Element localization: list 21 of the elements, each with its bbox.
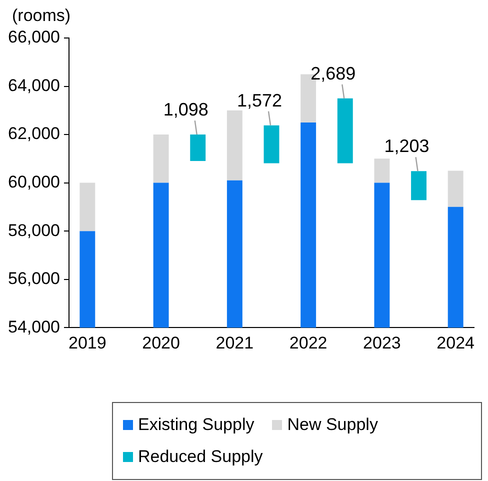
data-label: 1,098 [163,100,208,120]
x-tick-label: 2019 [68,333,106,352]
data-label: 1,203 [384,136,430,156]
y-tick-label: 66,000 [8,28,60,47]
legend-label: New Supply [287,415,378,435]
y-tick-label: 54,000 [8,317,60,336]
y-tick-label: 60,000 [8,172,60,192]
data-label: 1,572 [236,90,282,110]
data-label: 2,689 [310,63,356,84]
y-tick-label: 56,000 [8,269,60,288]
y-tick-label: 62,000 [8,124,60,144]
x-tick-label: 2024 [436,333,475,352]
y-tick-label: 58,000 [8,220,60,240]
x-tick-label: 2022 [289,333,328,352]
y-tick-label: 64,000 [8,76,60,95]
y-axis-title: (rooms) [12,6,71,26]
x-tick-label: 2021 [216,333,254,352]
x-tick-label: 2020 [142,333,180,352]
x-tick-label: 2023 [363,333,401,352]
legend-label: Existing Supply [138,415,254,435]
legend-label: Reduced Supply [138,447,263,467]
